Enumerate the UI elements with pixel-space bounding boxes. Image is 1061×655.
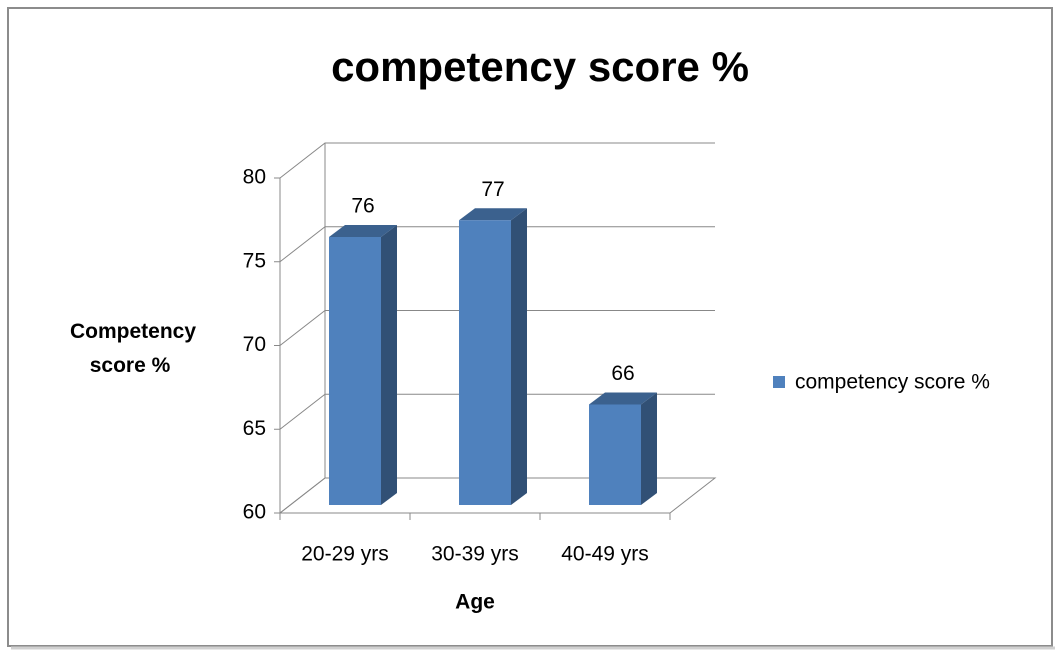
bar-face — [641, 392, 657, 505]
y-tick-label: 70 — [243, 333, 266, 356]
bar-face — [511, 208, 527, 505]
data-label: 66 — [611, 362, 634, 385]
bar-face — [329, 225, 397, 237]
grid-line — [279, 310, 715, 346]
x-tick-label: 20-29 yrs — [301, 543, 389, 566]
bar-face — [589, 404, 641, 505]
legend-label: competency score % — [795, 371, 990, 394]
bar — [459, 208, 527, 505]
grid-line — [279, 393, 715, 430]
data-label: 76 — [351, 195, 374, 218]
data-label: 77 — [481, 178, 504, 201]
grid-line — [279, 142, 715, 179]
bar — [329, 225, 397, 505]
bar-face — [459, 208, 527, 221]
bar — [589, 392, 657, 505]
y-tick-label: 80 — [243, 166, 266, 189]
x-tick-label: 30-39 yrs — [431, 543, 519, 566]
grid-line — [279, 226, 715, 263]
bar-face — [381, 225, 397, 505]
x-axis-label: Age — [455, 591, 495, 614]
y-tick-label: 75 — [243, 249, 266, 272]
x-tick-label: 40-49 yrs — [561, 543, 649, 566]
bar-face — [589, 392, 657, 405]
legend-swatch — [773, 376, 785, 388]
bar-face — [329, 237, 381, 505]
y-tick-label: 60 — [243, 501, 266, 524]
y-tick-label: 65 — [243, 417, 266, 440]
y-axis-label: Competency score % — [70, 320, 197, 377]
bar-face — [459, 220, 511, 505]
chart-title: competency score % — [331, 43, 749, 90]
chart-frame — [7, 7, 1053, 647]
grid-line — [279, 477, 715, 514]
